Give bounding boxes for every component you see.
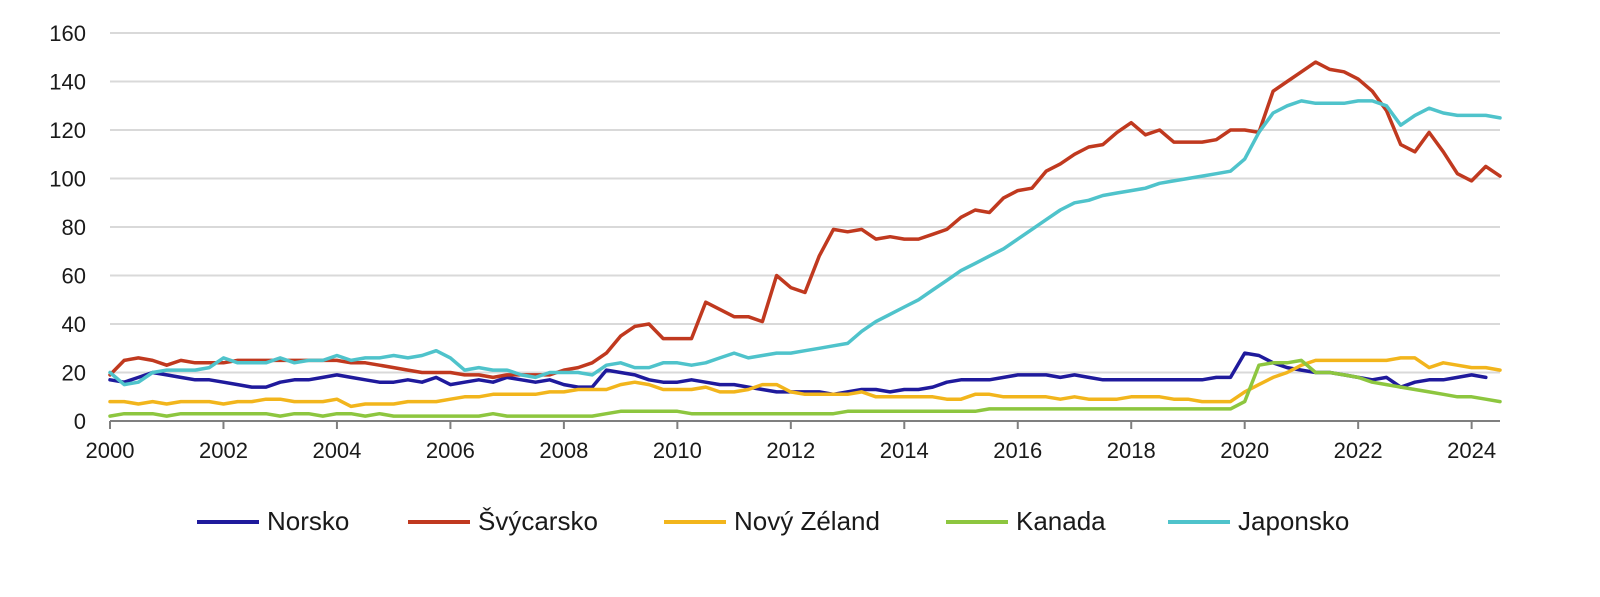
y-tick-label: 160 xyxy=(49,21,86,46)
axes: 0 20 40 60 80 100 120 140 160 2000 2002 2004 2006 200… xyxy=(49,21,1500,463)
series-line-2 xyxy=(108,356,1502,409)
y-tick-label: 40 xyxy=(62,312,86,337)
y-tick-label: 140 xyxy=(49,70,86,95)
legend-label: Švýcarsko xyxy=(478,506,598,536)
x-tick-label: 2000 xyxy=(86,438,135,463)
y-tick-label: 0 xyxy=(74,409,86,434)
y-tick-label: 100 xyxy=(49,167,86,192)
y-tick-label: 60 xyxy=(62,264,86,289)
series-line-4 xyxy=(108,99,1502,387)
x-tick-label: 2012 xyxy=(766,438,815,463)
x-tick-label: 2022 xyxy=(1334,438,1383,463)
x-tick-label: 2006 xyxy=(426,438,475,463)
legend-label: Japonsko xyxy=(1238,506,1349,536)
x-tick-label: 2014 xyxy=(880,438,929,463)
y-tick-label: 80 xyxy=(62,215,86,240)
x-tick-label: 2002 xyxy=(199,438,248,463)
x-tick-label: 2018 xyxy=(1107,438,1156,463)
x-tick-label: 2024 xyxy=(1447,438,1496,463)
series-line-3 xyxy=(108,358,1502,418)
legend-label: Norsko xyxy=(267,506,349,536)
grid-lines xyxy=(110,32,1500,374)
y-tick-label: 20 xyxy=(62,361,86,386)
legend: Norsko Švýcarsko Nový Zéland Kanada Japonsko xyxy=(197,506,1349,536)
x-tick-label: 2008 xyxy=(539,438,588,463)
x-tick-label: 2010 xyxy=(653,438,702,463)
legend-label: Nový Zéland xyxy=(734,506,880,536)
y-tick-label: 120 xyxy=(49,118,86,143)
x-tick-label: 2004 xyxy=(312,438,361,463)
series-lines xyxy=(108,60,1502,418)
legend-label: Kanada xyxy=(1016,506,1106,536)
series-line-1 xyxy=(108,60,1502,380)
x-tick-label: 2016 xyxy=(993,438,1042,463)
x-tick-label: 2020 xyxy=(1220,438,1269,463)
